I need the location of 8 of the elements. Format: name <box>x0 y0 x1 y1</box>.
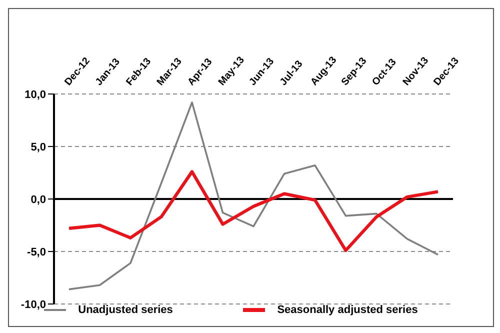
y-tick-label: 0,0 <box>30 194 46 206</box>
y-tick-label: 5,0 <box>30 141 46 154</box>
y-tick-label: -10,0 <box>20 298 46 311</box>
legend-label: Unadjusted series <box>78 304 173 316</box>
line-series <box>67 170 440 252</box>
y-tick-label: -5,0 <box>27 246 46 258</box>
y-tick-label: 10,0 <box>24 88 46 101</box>
legend-label: Seasonally adjusted series <box>277 304 418 316</box>
